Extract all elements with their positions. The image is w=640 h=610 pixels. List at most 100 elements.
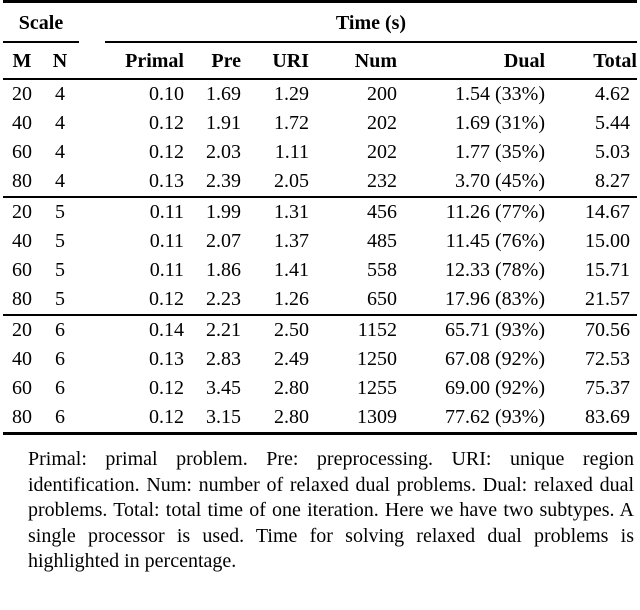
cell-total: 5.03 [595, 141, 630, 163]
row-group-n4: 20 4 0.10 1.69 1.29 200 1.54 (33%) 4.62 40 4 0.12 1… [3, 79, 637, 197]
cell-num: 202 [367, 141, 397, 163]
cell-uri: 2.05 [274, 170, 309, 192]
cell-m: 60 [12, 259, 32, 281]
cell-dual: 11.26 (77%) [445, 201, 545, 223]
cell-n: 5 [55, 230, 65, 252]
time-group-label: Time (s) [105, 3, 637, 43]
cell-pre: 2.83 [206, 348, 241, 370]
cell-total: 5.44 [595, 112, 630, 134]
cell-dual: 1.77 (35%) [455, 141, 545, 163]
table-row: 80 4 0.13 2.39 2.05 232 3.70 (45%) 8.27 [3, 167, 637, 197]
table-caption: Primal: primal problem. Pre: preprocessi… [28, 448, 634, 572]
cell-n: 4 [55, 83, 65, 105]
cell-num: 456 [367, 201, 397, 223]
cell-total: 21.57 [585, 288, 630, 310]
col-header-dual: Dual [397, 43, 545, 80]
table-row: 60 6 0.12 3.45 2.80 1255 69.00 (92%) 75.37 [3, 374, 637, 403]
cell-primal: 0.12 [149, 141, 184, 163]
col-header-primal: Primal [79, 43, 184, 80]
cell-uri: 2.50 [274, 319, 309, 341]
cell-m: 80 [12, 288, 32, 310]
cell-pre: 1.91 [206, 112, 241, 134]
cell-primal: 0.12 [149, 377, 184, 399]
col-header-pre: Pre [184, 43, 241, 80]
cell-n: 4 [55, 141, 65, 163]
col-header-total: Total [545, 43, 637, 80]
cell-primal: 0.12 [149, 112, 184, 134]
cell-total: 15.00 [585, 230, 630, 252]
cell-n: 6 [55, 406, 65, 428]
cell-uri: 1.29 [274, 83, 309, 105]
scale-group-header: Scale [3, 2, 79, 43]
cell-dual: 1.54 (33%) [455, 83, 545, 105]
cell-pre: 2.07 [206, 230, 241, 252]
cell-total: 75.37 [585, 377, 630, 399]
cell-primal: 0.12 [149, 288, 184, 310]
col-header-n: N [41, 43, 79, 80]
cell-uri: 1.11 [274, 141, 309, 163]
cell-dual: 12.33 (78%) [445, 259, 545, 281]
row-group-n5: 20 5 0.11 1.99 1.31 456 11.26 (77%) 14.67 40 5 0.1… [3, 197, 637, 315]
cell-primal: 0.11 [149, 230, 184, 252]
cell-total: 83.69 [585, 406, 630, 428]
cell-m: 20 [12, 83, 32, 105]
cell-pre: 3.45 [206, 377, 241, 399]
cell-total: 8.27 [595, 170, 630, 192]
scale-group-label: Scale [3, 3, 79, 43]
cell-dual: 1.69 (31%) [455, 112, 545, 134]
cell-m: 60 [12, 377, 32, 399]
cell-uri: 2.49 [274, 348, 309, 370]
cell-uri: 1.41 [274, 259, 309, 281]
cell-m: 20 [12, 201, 32, 223]
cell-pre: 1.69 [206, 83, 241, 105]
cell-n: 6 [55, 319, 65, 341]
cell-total: 4.62 [595, 83, 630, 105]
col-header-m: M [3, 43, 41, 80]
cell-m: 40 [12, 112, 32, 134]
cell-num: 650 [367, 288, 397, 310]
cell-primal: 0.11 [149, 259, 184, 281]
table-row: 60 5 0.11 1.86 1.41 558 12.33 (78%) 15.71 [3, 256, 637, 285]
cell-primal: 0.13 [149, 170, 184, 192]
cell-uri: 1.31 [274, 201, 309, 223]
table-row: 80 5 0.12 2.23 1.26 650 17.96 (83%) 21.57 [3, 285, 637, 315]
cell-primal: 0.11 [149, 201, 184, 223]
cell-num: 558 [367, 259, 397, 281]
table-row: 40 4 0.12 1.91 1.72 202 1.69 (31%) 5.44 [3, 109, 637, 138]
col-header-num: Num [309, 43, 397, 80]
cell-m: 40 [12, 230, 32, 252]
cell-n: 6 [55, 348, 65, 370]
cell-m: 60 [12, 141, 32, 163]
cell-n: 5 [55, 259, 65, 281]
time-group-header: Time (s) [79, 2, 637, 43]
cell-uri: 2.80 [274, 406, 309, 428]
cell-num: 1152 [357, 319, 397, 341]
cell-total: 14.67 [585, 201, 630, 223]
cell-n: 4 [55, 170, 65, 192]
cell-num: 485 [367, 230, 397, 252]
cell-primal: 0.12 [149, 406, 184, 428]
cell-dual: 77.62 (93%) [445, 406, 545, 428]
cell-dual: 17.96 (83%) [445, 288, 545, 310]
table-row: 40 6 0.13 2.83 2.49 1250 67.08 (92%) 72.53 [3, 345, 637, 374]
cell-n: 5 [55, 201, 65, 223]
cell-total: 15.71 [585, 259, 630, 281]
cell-num: 1309 [357, 406, 397, 428]
cell-num: 1250 [357, 348, 397, 370]
cell-n: 6 [55, 377, 65, 399]
cell-primal: 0.14 [149, 319, 184, 341]
cell-dual: 67.08 (92%) [445, 348, 545, 370]
cell-dual: 11.45 (76%) [445, 230, 545, 252]
cell-n: 4 [55, 112, 65, 134]
cell-num: 1255 [357, 377, 397, 399]
cell-num: 202 [367, 112, 397, 134]
cell-total: 70.56 [585, 319, 630, 341]
results-table: Scale Time (s) M N Primal Pre URI Num Du… [3, 0, 637, 435]
cell-dual: 3.70 (45%) [455, 170, 545, 192]
table-row: 40 5 0.11 2.07 1.37 485 11.45 (76%) 15.00 [3, 227, 637, 256]
cell-uri: 1.26 [274, 288, 309, 310]
cell-m: 20 [12, 319, 32, 341]
cell-pre: 1.99 [206, 201, 241, 223]
table-row: 20 4 0.10 1.69 1.29 200 1.54 (33%) 4.62 [3, 79, 637, 109]
